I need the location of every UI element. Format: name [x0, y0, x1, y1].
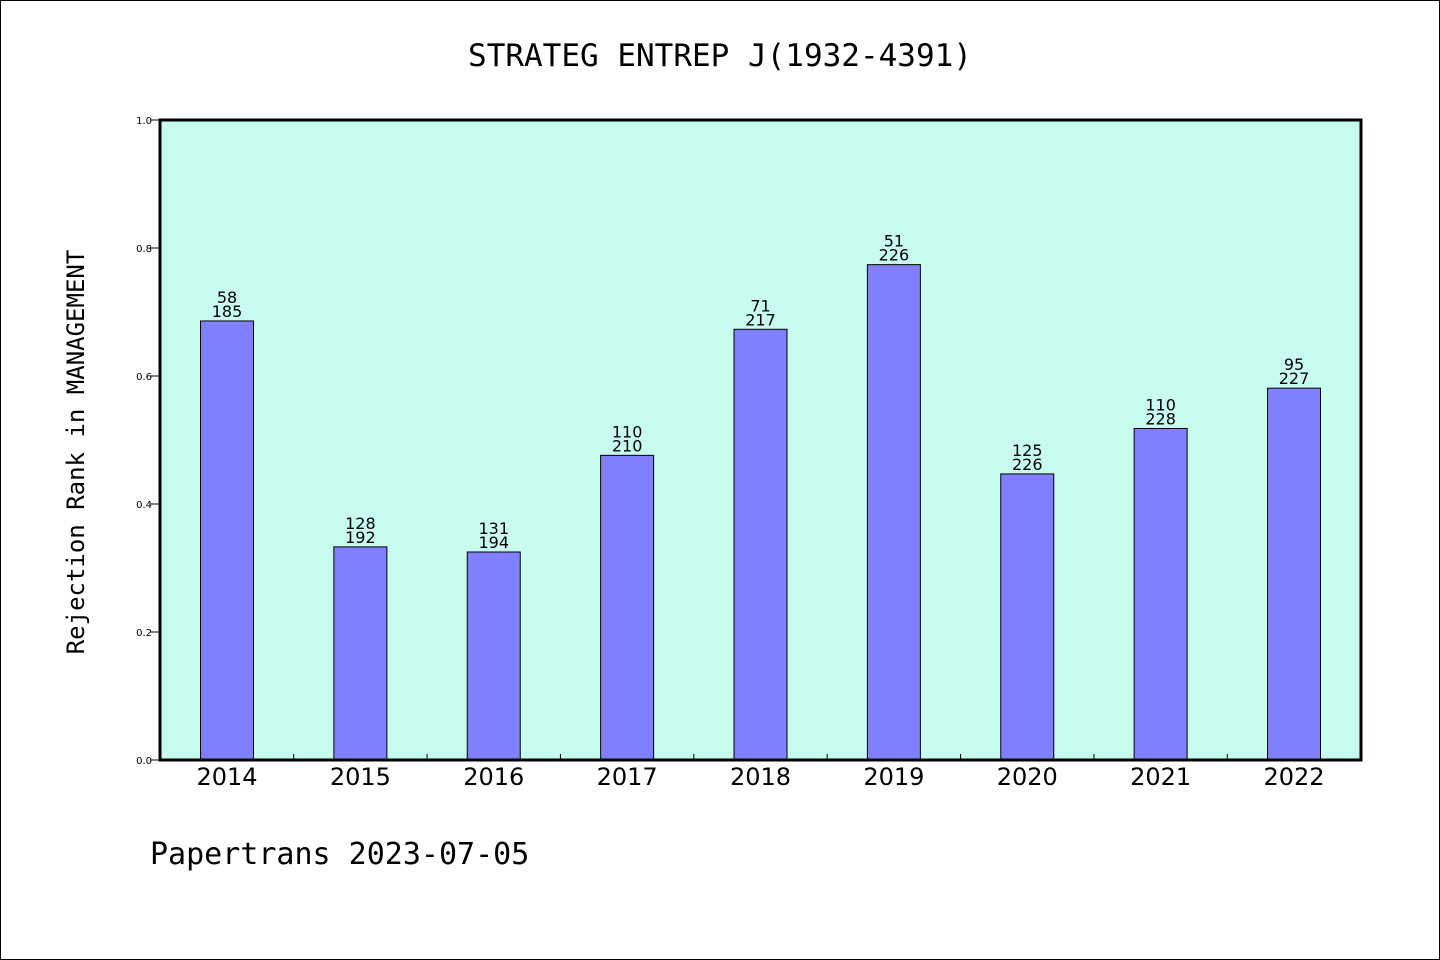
bar-2021 — [1133, 427, 1188, 761]
y-tick-label: 0.0 — [136, 756, 152, 767]
bar-2022 — [1267, 387, 1321, 761]
data-label-bottom: 185 — [212, 302, 243, 321]
data-label-bottom: 194 — [478, 533, 509, 552]
x-tick-label: 2015 — [330, 763, 391, 791]
y-tick-label: 1.0 — [136, 116, 152, 127]
x-tick-label: 2019 — [863, 763, 924, 791]
x-tick-label: 2021 — [1130, 763, 1191, 791]
plot-border — [158, 118, 1363, 762]
data-label-top: 131 — [478, 519, 509, 538]
data-label-bottom: 226 — [1012, 455, 1043, 474]
bar-2018 — [733, 328, 788, 761]
data-label-top: 95 — [1284, 355, 1304, 374]
x-tick-label: 2020 — [997, 763, 1058, 791]
data-label-top: 58 — [217, 288, 237, 307]
data-label-top: 110 — [1145, 395, 1176, 414]
data-label-top: 110 — [612, 422, 643, 441]
bar-2020 — [1000, 473, 1055, 761]
data-label-bottom: 192 — [345, 528, 376, 547]
x-tick-label: 2022 — [1263, 763, 1324, 791]
x-tick-label: 2018 — [730, 763, 791, 791]
data-label-top: 51 — [884, 232, 904, 251]
data-label-bottom: 227 — [1279, 369, 1310, 388]
data-label-bottom: 217 — [745, 310, 776, 329]
data-label-bottom: 226 — [879, 246, 910, 265]
bar-2019 — [866, 264, 921, 761]
data-label-bottom: 210 — [612, 436, 643, 455]
bar-2015 — [333, 546, 388, 761]
y-tick-label: 0.2 — [136, 628, 152, 639]
chart-title: STRATEG ENTREP J(1932-4391) — [468, 38, 972, 74]
y-tick-label: 0.4 — [136, 500, 152, 511]
data-label-top: 125 — [1012, 441, 1043, 460]
data-label-top: 128 — [345, 514, 376, 533]
y-tick-label: 0.8 — [136, 244, 152, 255]
x-tick-label: 2014 — [196, 763, 257, 791]
axis-ticks: 0.0 0.2 0.4 0.6 0.8 1.0 — [136, 116, 1228, 767]
data-labels-group: 1855820141921282015194131201621011020172… — [196, 232, 1324, 791]
bar-2017 — [600, 454, 655, 761]
x-tick-label: 2017 — [597, 763, 658, 791]
bar-2016 — [466, 551, 521, 761]
data-label-top: 71 — [750, 296, 770, 315]
y-tick-label: 0.6 — [136, 372, 152, 383]
bars-group — [200, 264, 1321, 761]
x-tick-label: 2016 — [463, 763, 524, 791]
data-label-bottom: 228 — [1145, 409, 1176, 428]
y-axis-label: Rejection Rank in MANAGEMENT — [62, 250, 90, 655]
bar-2014 — [200, 320, 254, 761]
footer-text: Papertrans 2023-07-05 — [150, 837, 529, 872]
